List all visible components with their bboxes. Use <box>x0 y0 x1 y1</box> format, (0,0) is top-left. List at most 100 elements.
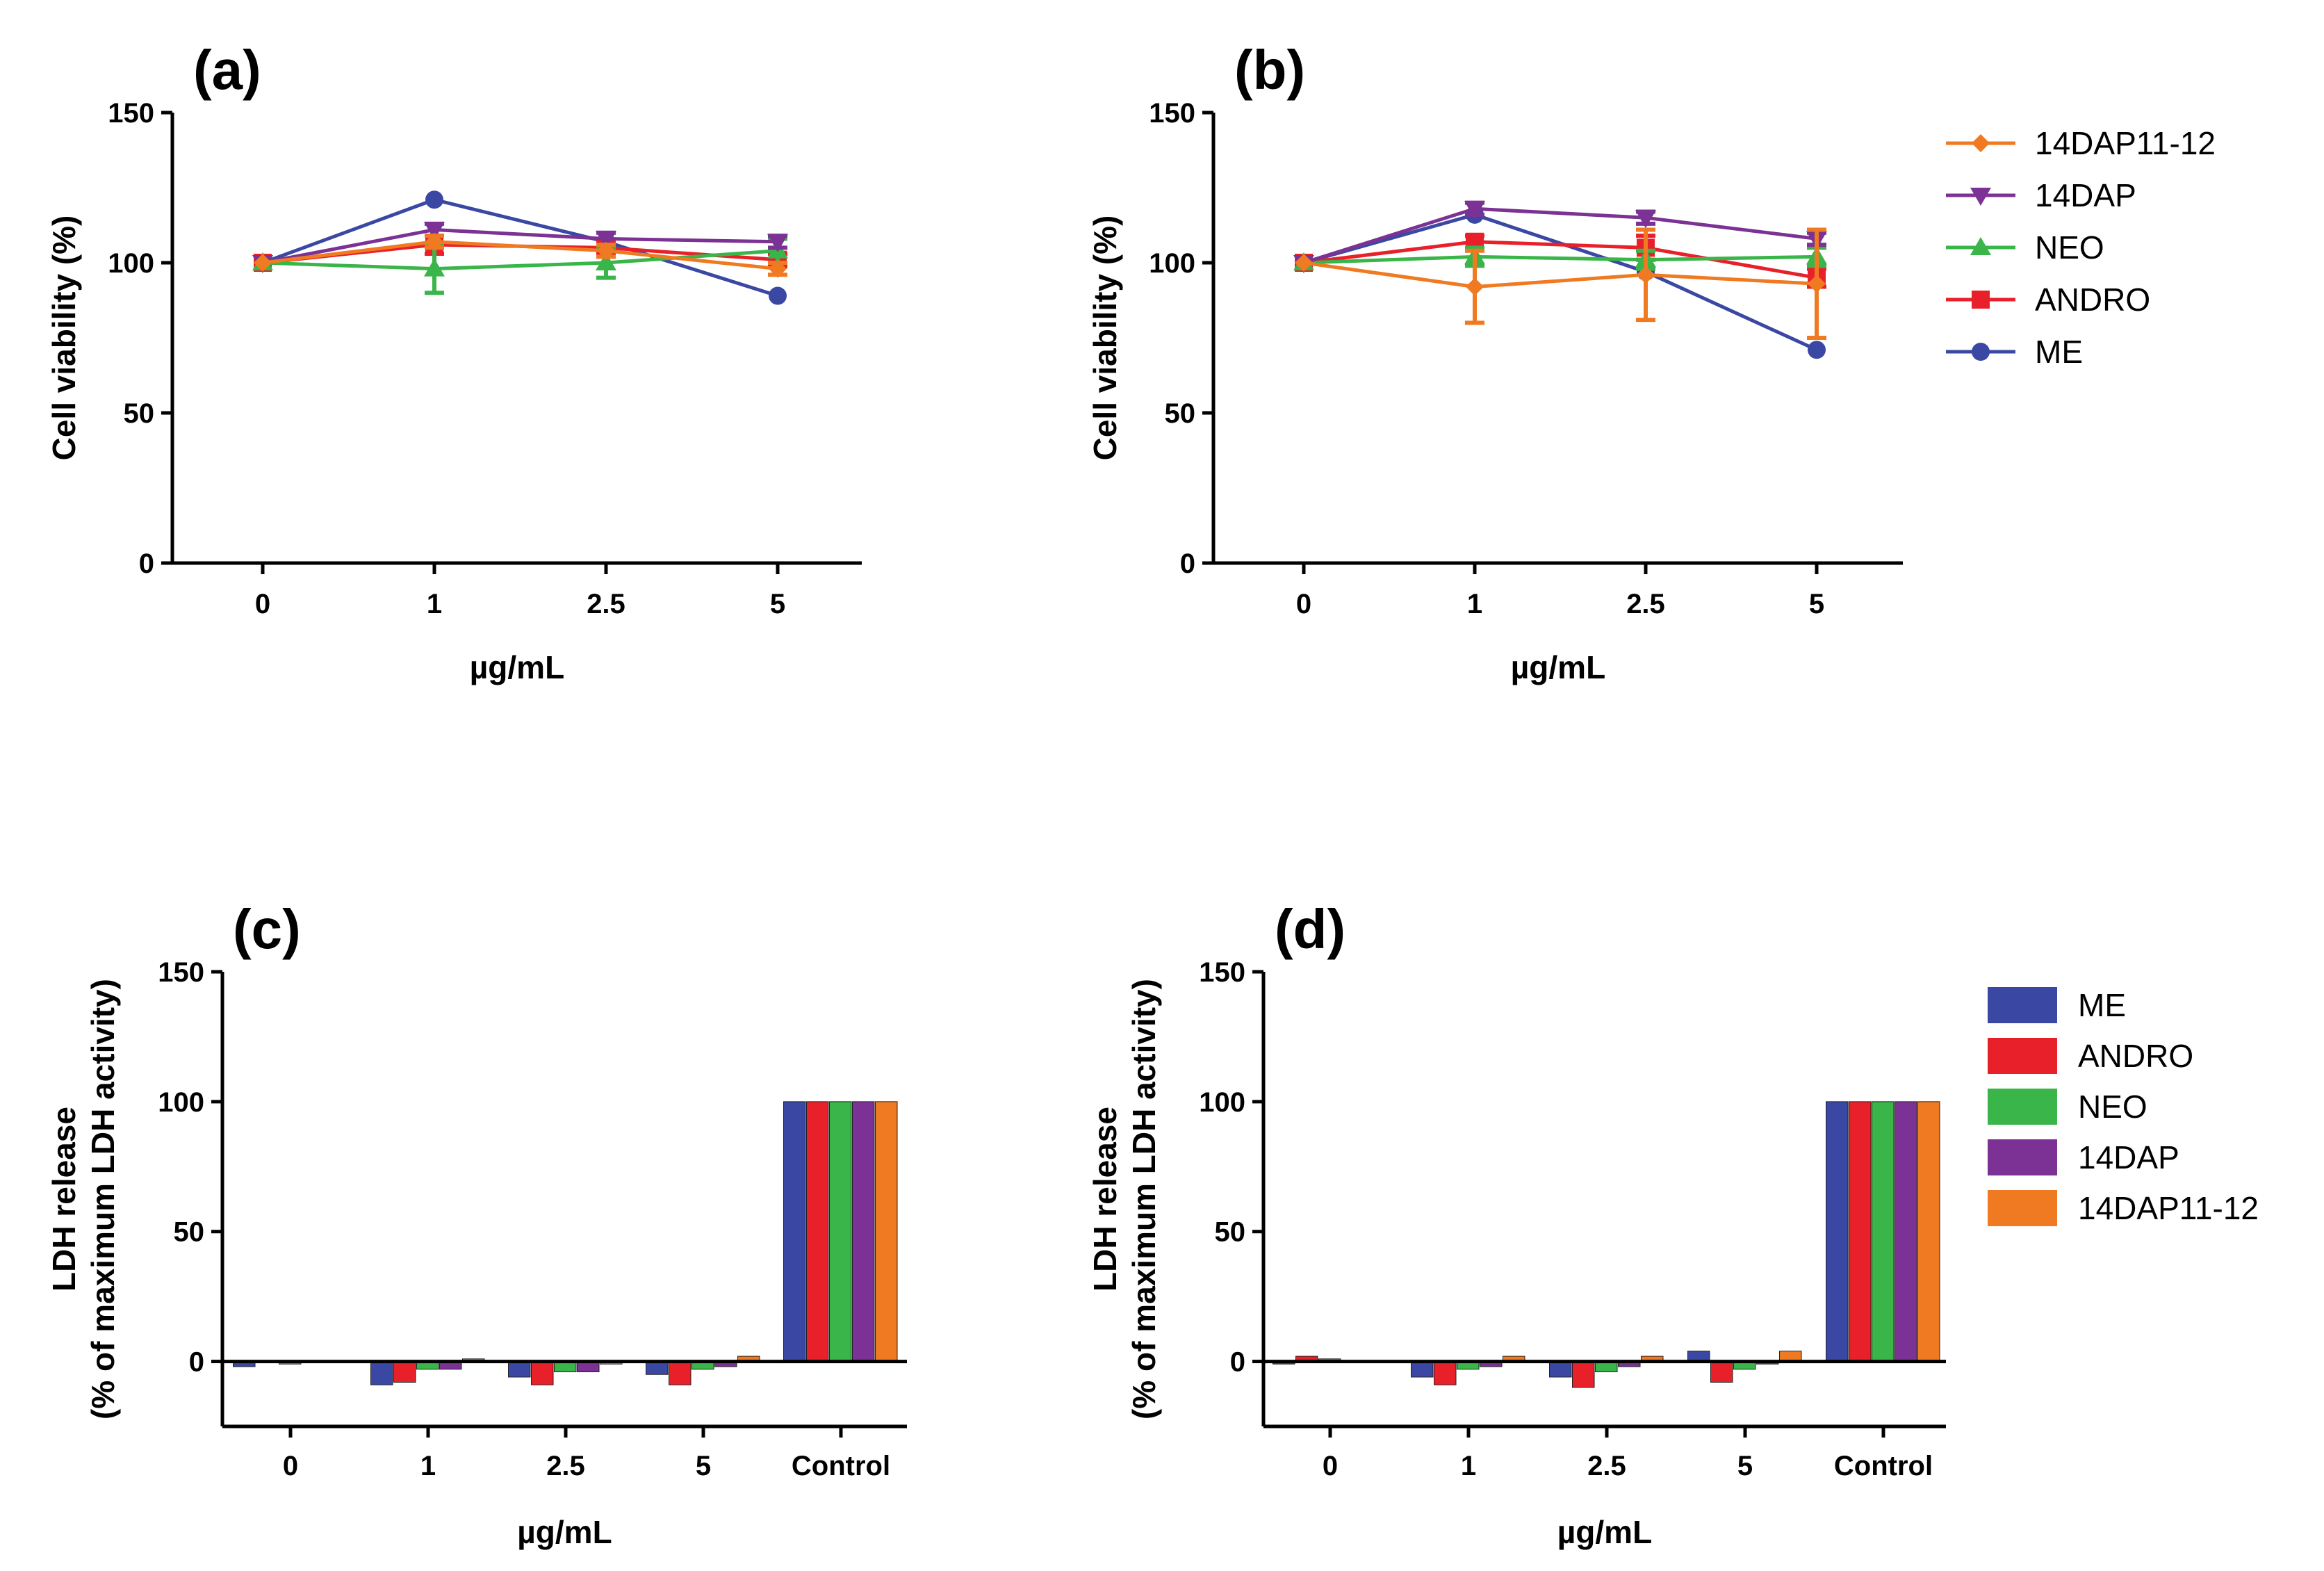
series-line <box>262 227 778 265</box>
legend-label: 14DAP11-12 <box>2078 1190 2259 1226</box>
y-tick-label: 50 <box>1215 1217 1246 1248</box>
y-tick-label: 100 <box>158 1087 204 1118</box>
legend-swatch <box>1988 987 2057 1023</box>
x-tick-label: 2.5 <box>1587 1451 1626 1481</box>
legend-swatch <box>1988 1139 2057 1175</box>
legend-entry-14DAP11-12: 14DAP11-12 <box>1988 1190 2259 1226</box>
data-point <box>1808 341 1826 359</box>
data-point <box>596 252 616 270</box>
legend-entry-NEO: NEO <box>1988 1089 2147 1125</box>
bar <box>1710 1361 1733 1383</box>
series-14DAP <box>1293 200 1827 273</box>
series-ME <box>1273 1101 1849 1378</box>
bar <box>1572 1361 1595 1388</box>
x-axis-title: µg/mL <box>517 1514 612 1550</box>
series-line <box>262 249 778 271</box>
bar <box>669 1361 692 1385</box>
data-point <box>769 286 787 305</box>
x-tick-label: 1 <box>1467 589 1482 619</box>
x-tick-label: 0 <box>1323 1451 1338 1481</box>
bar-panel-0: (c) 0 50 100 150 0 1 2.5 5 Control µg/mL LDH releas… <box>46 898 907 1550</box>
bar <box>852 1101 875 1362</box>
series-14DAP <box>302 1101 875 1373</box>
legend-entry-ME: ME <box>1988 987 2126 1023</box>
series-ANDRO <box>1295 1101 1872 1388</box>
series-NEO <box>279 1101 852 1373</box>
bar <box>1826 1101 1849 1362</box>
bar <box>1411 1361 1434 1378</box>
x-tick-label: 2.5 <box>1626 589 1665 619</box>
y-tick-label: 0 <box>1230 1347 1245 1378</box>
legend-swatch <box>1988 1190 2057 1226</box>
y-tick-label: 0 <box>189 1347 204 1378</box>
panel-label: (c) <box>233 898 301 960</box>
y-axis-title: Cell viability (%) <box>46 215 82 461</box>
series-ANDRO <box>256 1101 829 1385</box>
bar <box>829 1101 852 1362</box>
legend-label: ANDRO <box>2078 1038 2193 1074</box>
legend-marker <box>1970 237 1991 255</box>
x-tick-label: 2.5 <box>587 589 625 619</box>
bar <box>806 1101 829 1362</box>
legend-entry-14DAP: 14DAP <box>1988 1139 2179 1175</box>
x-tick-label: 1 <box>1461 1451 1476 1481</box>
y-tick-label: 0 <box>139 548 154 579</box>
bar <box>1872 1101 1895 1362</box>
y-tick-label: 150 <box>108 98 154 129</box>
x-tick-label: 5 <box>696 1451 711 1481</box>
legend-entry-14DAP11-12: 14DAP11-12 <box>1946 125 2216 161</box>
legend-entry-ANDRO: ANDRO <box>1946 282 2150 318</box>
legend-label: ME <box>2078 987 2126 1023</box>
series-line <box>1303 240 1817 280</box>
panel-label: (b) <box>1234 39 1305 101</box>
series-line <box>262 240 778 271</box>
data-point <box>1466 277 1484 296</box>
bar <box>508 1361 531 1378</box>
y-axis-title: Cell viability (%) <box>1087 215 1123 461</box>
series-line <box>1303 206 1817 265</box>
legend-swatch <box>1988 1089 2057 1125</box>
legend-label: NEO <box>2035 229 2104 266</box>
legend-entry-NEO: NEO <box>1946 229 2104 266</box>
data-point <box>425 232 443 251</box>
y-tick-label: 150 <box>158 957 204 988</box>
bar <box>1917 1101 1940 1362</box>
data-point <box>1295 254 1313 272</box>
bar <box>875 1101 898 1362</box>
panel-label: (a) <box>193 39 261 101</box>
x-tick-label: 2.5 <box>546 1451 585 1481</box>
legend-marker <box>1972 343 1990 361</box>
series-NEO <box>1318 1101 1895 1373</box>
data-point <box>596 231 616 250</box>
y-tick-label: 0 <box>1180 548 1195 579</box>
data-point <box>1464 201 1485 220</box>
data-point <box>1635 210 1656 229</box>
x-tick-label: 5 <box>1737 1451 1753 1481</box>
bar <box>531 1361 554 1385</box>
series-14DAP11-12 <box>254 232 787 278</box>
legend-swatch <box>1988 1038 2057 1074</box>
data-point <box>767 234 788 252</box>
x-tick-label: 0 <box>255 589 270 619</box>
legend-entry-14DAP: 14DAP <box>1946 177 2136 213</box>
bar <box>646 1361 669 1375</box>
legend-label: 14DAP <box>2078 1139 2179 1175</box>
y-tick-label: 150 <box>1149 98 1195 129</box>
x-tick-label: 1 <box>427 589 442 619</box>
x-tick-label: Control <box>1834 1451 1933 1481</box>
x-axis-title: µg/mL <box>1511 649 1605 685</box>
y-tick-label: 50 <box>1165 398 1196 429</box>
y-tick-label: 100 <box>108 248 154 279</box>
bar <box>1434 1361 1457 1385</box>
data-point <box>769 259 787 278</box>
bar-panel-1: (d) 0 50 100 150 0 1 2.5 5 Control µg/mL LDH releas… <box>1087 898 1946 1550</box>
legend-label: 14DAP <box>2035 177 2136 213</box>
series-ME <box>233 1101 806 1385</box>
data-point <box>254 254 272 272</box>
y-axis-title-line2: (% of maximum LDH activity) <box>1126 979 1162 1419</box>
x-tick-label: 5 <box>770 589 785 619</box>
series-line <box>1303 261 1817 289</box>
data-point <box>1808 275 1826 293</box>
data-point <box>425 190 443 209</box>
y-tick-label: 150 <box>1199 957 1245 988</box>
